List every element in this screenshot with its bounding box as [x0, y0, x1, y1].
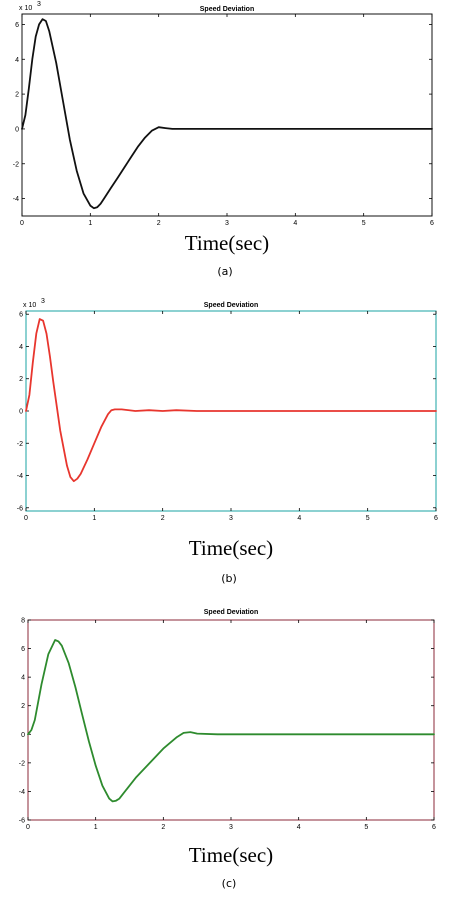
chart-panel-c: Speed Deviation 0 1 2 3 4 5 6 -6 -4 -2 0 2 4 6 8 Time(se… [19, 609, 436, 890]
x-tick-label: 6 [430, 220, 434, 227]
x-tick-label: 5 [364, 824, 368, 831]
x-tick-label: 4 [297, 824, 301, 831]
y-tick-label: 0 [15, 126, 19, 133]
x-tick-label: 5 [362, 220, 366, 227]
x-tick-label: 2 [157, 220, 161, 227]
y-tick-label: -4 [17, 473, 23, 480]
x-tick-label: 5 [366, 515, 370, 522]
axis-multiplier: x 10 [19, 5, 32, 12]
series-line [21, 18, 433, 210]
x-axis-label: Time(sec) [185, 231, 269, 255]
y-tick-label: 2 [15, 92, 19, 99]
x-axis-label: Time(sec) [189, 536, 273, 560]
x-tick-label: 2 [161, 824, 165, 831]
x-tick-label: 1 [92, 515, 96, 522]
y-tick-label: 2 [19, 376, 23, 383]
y-tick-label: -6 [19, 818, 25, 825]
y-tick-label: -4 [13, 196, 19, 203]
panel-caption: (c) [222, 877, 237, 890]
y-tick-label: 4 [21, 675, 25, 682]
y-tick-label: -2 [19, 760, 25, 767]
y-tick-label: 4 [19, 344, 23, 351]
chart-title: Speed Deviation [204, 609, 258, 616]
chart-title: Speed Deviation [200, 6, 254, 13]
y-tick-label: -2 [17, 441, 23, 448]
x-tick-label: 3 [229, 515, 233, 522]
y-tick-label: -2 [13, 161, 19, 168]
series-line [25, 318, 437, 483]
x-tick-label: 3 [229, 824, 233, 831]
y-tick-label: 6 [21, 646, 25, 653]
x-tick-label: 0 [26, 824, 30, 831]
panel-caption: (a) [217, 265, 232, 278]
panel-caption: (b) [221, 572, 237, 585]
y-tick-label: 6 [19, 312, 23, 319]
x-tick-label: 4 [293, 220, 297, 227]
series-line [27, 639, 435, 803]
x-tick-label: 1 [94, 824, 98, 831]
axis-multiplier-exponent: 3 [41, 298, 45, 305]
x-tick-label: 1 [88, 220, 92, 227]
axis-multiplier-exponent: 3 [37, 1, 41, 8]
chart-title: Speed Deviation [204, 302, 258, 309]
x-tick-label: 3 [225, 220, 229, 227]
x-tick-label: 6 [432, 824, 436, 831]
x-tick-label: 6 [434, 515, 438, 522]
plot-frame [21, 13, 433, 217]
y-tick-label: -4 [19, 789, 25, 796]
y-tick-label: 6 [15, 22, 19, 29]
axis-multiplier: x 10 [23, 302, 36, 309]
y-tick-label: 2 [21, 703, 25, 710]
y-tick-label: -6 [17, 505, 23, 512]
y-tick-label: 0 [19, 409, 23, 416]
chart-panel-b: Speed Deviation x 10 3 0 1 2 3 4 5 6 -6 -4 -2 0 2 4 6 Tim… [17, 298, 438, 585]
x-axis-label: Time(sec) [189, 843, 273, 867]
plot-frame [27, 619, 435, 821]
y-tick-label: 8 [21, 618, 25, 625]
y-tick-label: 4 [15, 57, 19, 64]
x-tick-label: 4 [297, 515, 301, 522]
x-tick-label: 2 [161, 515, 165, 522]
x-tick-label: 0 [24, 515, 28, 522]
y-tick-label: 0 [21, 732, 25, 739]
x-tick-label: 0 [20, 220, 24, 227]
chart-panel-a: Speed Deviation x 10 3 0 1 2 3 4 5 6 -4 -2 0 2 4 6 Time(… [13, 1, 434, 278]
